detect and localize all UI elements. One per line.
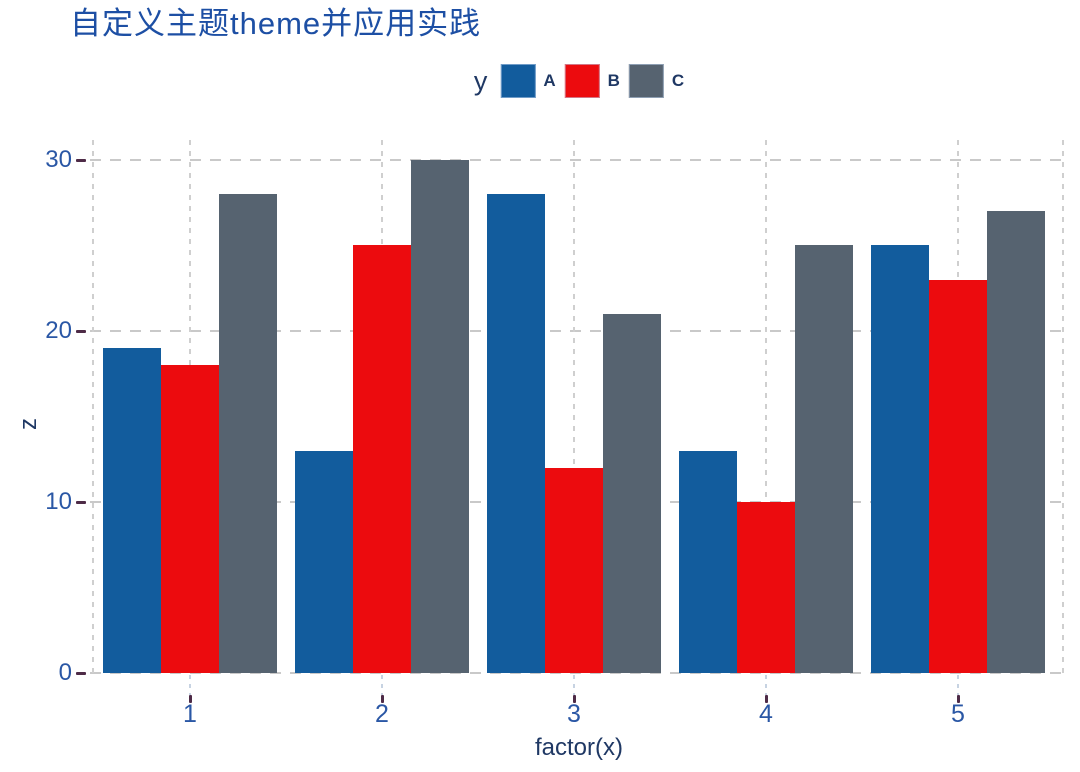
- x-tick-dash: [957, 675, 959, 695]
- bar-a-x4: [679, 451, 737, 673]
- x-tick-dash: [189, 675, 191, 695]
- y-tick-mark: [76, 672, 86, 675]
- gridline-vertical: [573, 140, 575, 673]
- legend-swatch-a: [500, 64, 536, 98]
- legend-item-label: C: [671, 71, 685, 90]
- bar-b-x1: [161, 365, 219, 673]
- bar-c-x3: [603, 314, 661, 673]
- y-axis-title: z: [15, 418, 42, 430]
- legend-item-label: A: [543, 71, 556, 90]
- bar-c-x4: [795, 245, 853, 673]
- bar-b-x3: [545, 468, 603, 673]
- x-tick-mark: [765, 695, 768, 703]
- x-tick-label: 1: [183, 700, 197, 728]
- y-tick-mark: [76, 330, 86, 333]
- x-tick-dash: [765, 675, 767, 695]
- gridline-horizontal: [90, 672, 1068, 674]
- legend-title: y: [473, 66, 488, 96]
- plot-panel: [90, 140, 1068, 674]
- bar-b-x5: [929, 280, 987, 673]
- legend-item-label: B: [607, 71, 620, 90]
- x-tick-label: 5: [951, 700, 965, 728]
- gridline-vertical: [1062, 140, 1064, 673]
- legend-item: C: [628, 64, 685, 98]
- bar-a-x1: [103, 348, 161, 673]
- x-tick-mark: [573, 695, 576, 703]
- bar-b-x4: [737, 502, 795, 673]
- x-tick-dash: [573, 675, 575, 695]
- gridline-horizontal: [90, 159, 1068, 161]
- legend-swatch-c: [628, 64, 664, 98]
- x-tick-dash: [381, 675, 383, 695]
- legend-item: A: [500, 64, 556, 98]
- y-tick-label: 20: [45, 317, 72, 344]
- bar-b-x2: [353, 245, 411, 673]
- x-tick-label: 2: [375, 700, 389, 728]
- bar-a-x2: [295, 451, 353, 673]
- bar-c-x1: [219, 194, 277, 673]
- y-tick-label: 0: [58, 659, 72, 686]
- x-tick-label: 3: [567, 700, 581, 728]
- legend-swatch-b: [564, 64, 600, 98]
- gridline-horizontal: [90, 330, 1068, 332]
- gridline-vertical: [92, 140, 94, 673]
- legend-item: B: [564, 64, 620, 98]
- y-tick-label: 10: [45, 488, 72, 515]
- gridline-vertical: [765, 140, 767, 673]
- y-tick-mark: [76, 501, 86, 504]
- bar-c-x2: [411, 160, 469, 673]
- x-tick-label: 4: [759, 700, 773, 728]
- bar-c-x5: [987, 211, 1045, 673]
- x-tick-mark: [189, 695, 192, 703]
- y-tick-label: 30: [45, 146, 72, 173]
- bar-a-x5: [871, 245, 929, 673]
- x-tick-mark: [381, 695, 384, 703]
- y-tick-mark: [76, 159, 86, 162]
- x-tick-mark: [957, 695, 960, 703]
- bar-a-x3: [487, 194, 545, 673]
- page-title: 自定义主题theme并应用实践: [70, 6, 482, 41]
- x-axis-title: factor(x): [534, 734, 624, 761]
